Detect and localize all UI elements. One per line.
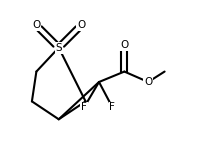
Text: S: S: [55, 43, 62, 53]
Text: O: O: [120, 40, 129, 50]
Text: F: F: [109, 102, 115, 112]
Text: O: O: [32, 20, 41, 30]
Text: O: O: [144, 77, 152, 87]
Text: O: O: [77, 20, 85, 30]
Text: F: F: [81, 102, 87, 112]
